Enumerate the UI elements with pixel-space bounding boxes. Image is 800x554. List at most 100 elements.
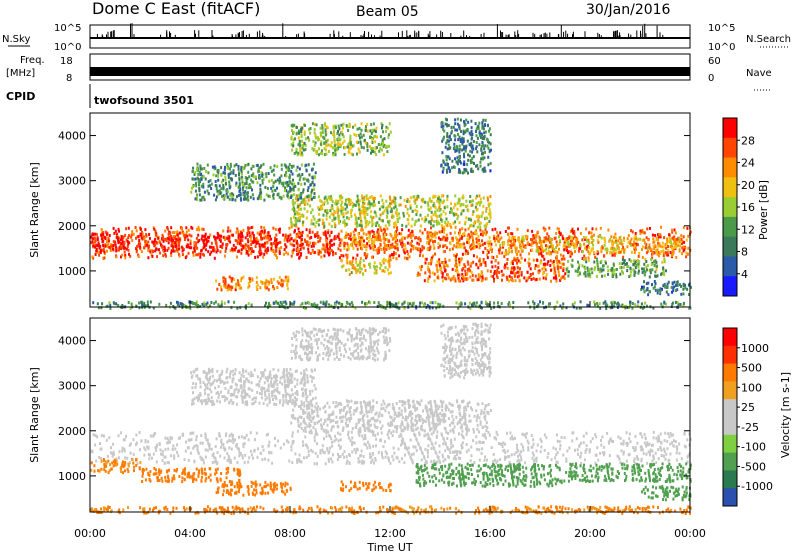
- power-cells-cell: [485, 233, 487, 236]
- power-cells-cell: [202, 185, 205, 189]
- power-cells-cell: [690, 285, 692, 289]
- power-cells-cell: [278, 276, 281, 279]
- power-cells-cell: [358, 236, 360, 240]
- power-cells-cell: [320, 205, 323, 209]
- power-cells-cell: [486, 248, 489, 252]
- power-cells-cell: [398, 216, 401, 220]
- power-cells-cell: [398, 254, 401, 258]
- power-cells-cell: [375, 268, 378, 272]
- power-cells-cell: [409, 302, 412, 306]
- power-cells-cell: [598, 302, 601, 306]
- power-cells-cell: [272, 226, 275, 230]
- power-cells-cell: [445, 263, 448, 267]
- power-cells-cell: [261, 181, 264, 185]
- power-cells-cell: [102, 233, 105, 237]
- power-cells-cell: [458, 201, 461, 205]
- power-cells-cell: [328, 197, 331, 201]
- power-cells-cell: [288, 179, 291, 183]
- power-cells-cell: [371, 141, 374, 144]
- power-cells-cell: [284, 243, 287, 247]
- power-cells-cell: [324, 124, 327, 128]
- power-cells-cell: [313, 144, 316, 147]
- power-cells-cell: [488, 141, 491, 145]
- power-cells-cell: [379, 226, 382, 230]
- power-cells-cell: [496, 239, 499, 243]
- power-cells-cell: [127, 236, 130, 240]
- power-cells-cell: [594, 266, 596, 270]
- power-cells-cell: [441, 219, 444, 223]
- power-cells-cell: [534, 278, 537, 282]
- power-cells-cell: [205, 303, 208, 306]
- power-cells-cell: [532, 272, 534, 276]
- power-cells-cell: [326, 244, 328, 248]
- power-cells-cell: [293, 182, 296, 186]
- cpid-value: twofsound 3501: [94, 94, 194, 107]
- power-cells-cell: [433, 201, 436, 205]
- power-cells-cell: [159, 251, 162, 255]
- power-cells-cell: [432, 194, 435, 198]
- power-cells-cell: [303, 182, 306, 186]
- power-cells-cell: [536, 249, 538, 253]
- power-cells-cell: [533, 301, 536, 305]
- power-cells-cell: [575, 240, 578, 244]
- power-cells-cell: [235, 163, 238, 167]
- power-cells-cell: [454, 194, 457, 198]
- power-cells-cell: [434, 206, 437, 210]
- power-cells-cell: [481, 140, 484, 144]
- power-cells-cell: [350, 142, 352, 146]
- power-cells-cell: [512, 243, 515, 247]
- power-cells-cell: [456, 237, 459, 241]
- power-cells-cell: [596, 239, 599, 243]
- power-cells-cell: [454, 157, 456, 161]
- power-cells-cell: [189, 306, 192, 310]
- power-cells-cell: [643, 231, 646, 235]
- power-cells-cell: [432, 243, 435, 247]
- power-cells-cell: [394, 211, 397, 214]
- power-cells-cell: [457, 277, 460, 281]
- power-cells-cell: [332, 253, 335, 257]
- power-cells-cell: [198, 186, 201, 190]
- power-cells-cell: [329, 240, 331, 244]
- power-cells-cell: [259, 187, 262, 191]
- power-cells-cell: [234, 288, 237, 292]
- power-cells-cell: [475, 196, 477, 200]
- power-cells-cell: [649, 268, 652, 272]
- power-cells-cell: [486, 144, 489, 148]
- power-cells-cell: [361, 247, 363, 251]
- power-cells-cell: [419, 239, 422, 243]
- nsky-trace: [90, 23, 690, 39]
- power-cells-cell: [370, 147, 373, 150]
- power-cells-cell: [518, 240, 521, 244]
- power-cells-cell: [445, 162, 448, 166]
- power-cells-cell: [635, 248, 638, 252]
- power-cells-cell: [355, 140, 358, 144]
- power-cells-cell: [438, 206, 441, 210]
- power-cells-cell: [361, 228, 364, 232]
- power-cells-cell: [470, 119, 473, 123]
- power-cells-cell: [332, 153, 335, 157]
- power-cells-cell: [278, 247, 281, 251]
- power-cells-cell: [475, 194, 478, 198]
- power-cells-cell: [559, 278, 562, 282]
- power-cells-cell: [327, 196, 330, 199]
- power-cells-cell: [197, 225, 200, 229]
- power-cells-cell: [331, 200, 334, 204]
- power-cells-cell: [527, 261, 530, 265]
- power-cells-cell: [373, 210, 376, 214]
- power-cells-cell: [558, 259, 560, 263]
- power-cells-cell: [534, 234, 536, 238]
- power-cells-cell: [450, 138, 452, 142]
- power-cells-cell: [576, 270, 579, 274]
- power-cells-cell: [338, 301, 340, 305]
- power-cells-cell: [680, 237, 683, 241]
- power-cells-cell: [350, 214, 353, 218]
- power-cells-cell: [118, 248, 120, 252]
- power-cells-cell: [479, 225, 482, 229]
- power-cells-cell: [441, 272, 444, 276]
- power-cells-cell: [432, 224, 435, 228]
- power-cells-cell: [470, 141, 473, 145]
- power-cells-cell: [458, 168, 461, 171]
- power-cells-cell: [528, 275, 531, 279]
- power-cells-cell: [466, 162, 469, 166]
- power-cells-cell: [420, 198, 423, 202]
